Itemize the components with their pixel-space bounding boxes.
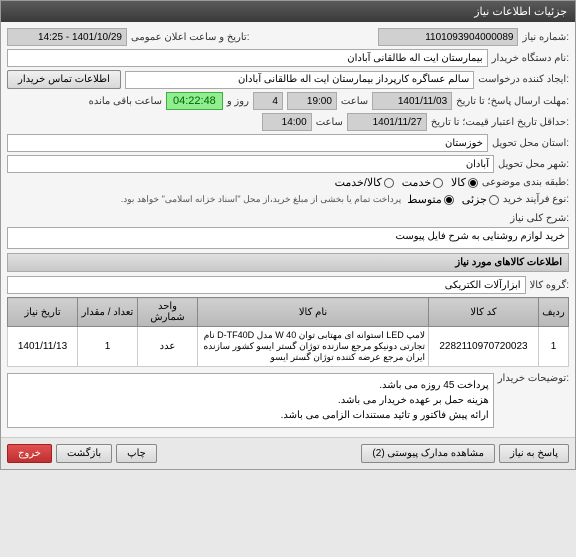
validity-time-label: ساعت xyxy=(316,117,343,128)
province-field: خوزستان xyxy=(7,134,488,152)
group-field: ابزارآلات الکتریکی xyxy=(7,276,526,294)
back-button[interactable]: بازگشت xyxy=(56,444,112,463)
content-area: :شماره نیاز 1101093904000089 :تاریخ و سا… xyxy=(1,22,575,437)
days-field: 4 xyxy=(253,92,283,110)
cell-name: لامپ LED استوانه ای مهتابی توان W 40 مدل… xyxy=(198,327,429,367)
footer-buttons: پاسخ به نیاز مشاهده مدارک پیوستی (2) چاپ… xyxy=(1,437,575,469)
remarks-box: پرداخت 45 روزه می باشد. هزینه حمل بر عهد… xyxy=(7,373,494,428)
deadline-label: :مهلت ارسال پاسخ؛ تا تاریخ xyxy=(456,96,569,107)
creator-field: سالم عساگره کارپرداز بیمارستان ایت اله ط… xyxy=(125,71,474,89)
radio-partial[interactable]: جزئی xyxy=(462,193,499,206)
process-label: :نوع فرآیند خرید xyxy=(503,194,569,205)
contact-button[interactable]: اطلاعات تماس خریدار xyxy=(7,70,121,89)
timer-label: ساعت باقی مانده xyxy=(89,96,162,107)
cell-unit: عدد xyxy=(138,327,198,367)
cell-date: 1401/11/13 xyxy=(8,327,78,367)
creator-label: :ایجاد کننده درخواست xyxy=(478,74,569,85)
cell-code: 2282110970720023 xyxy=(429,327,539,367)
city-label: :شهر محل تحویل xyxy=(498,159,569,170)
th-row: ردیف xyxy=(539,298,569,327)
buyer-org-label: :نام دستگاه خریدار xyxy=(492,53,569,64)
validity-time-field: 14:00 xyxy=(262,113,312,131)
announce-field: 1401/10/29 - 14:25 xyxy=(7,28,127,46)
th-code: کد کالا xyxy=(429,298,539,327)
radio-medium[interactable]: متوسط xyxy=(407,193,454,206)
city-field: آبادان xyxy=(7,155,494,173)
radio-goods[interactable]: کالا xyxy=(451,176,478,189)
table-row[interactable]: 1 2282110970720023 لامپ LED استوانه ای م… xyxy=(8,327,569,367)
radio-dot-icon xyxy=(433,178,443,188)
group-label: :گروه کالا xyxy=(530,280,569,291)
radio-dot-icon xyxy=(384,178,394,188)
print-button[interactable]: چاپ xyxy=(116,444,157,463)
remarks-line: هزینه حمل بر عهده خریدار می باشد. xyxy=(12,393,489,408)
announce-label: :تاریخ و ساعت اعلان عمومی xyxy=(131,32,250,43)
need-number-field: 1101093904000089 xyxy=(378,28,518,46)
remarks-line: پرداخت 45 روزه می باشد. xyxy=(12,378,489,393)
exit-button[interactable]: خروج xyxy=(7,444,52,463)
details-window: جزئیات اطلاعات نیاز :شماره نیاز 11010939… xyxy=(0,0,576,470)
cell-row: 1 xyxy=(539,327,569,367)
th-name: نام کالا xyxy=(198,298,429,327)
window-title: جزئیات اطلاعات نیاز xyxy=(1,1,575,22)
validity-date-field: 1401/11/27 xyxy=(347,113,427,131)
deadline-time-field: 19:00 xyxy=(287,92,337,110)
table-header-row: ردیف کد کالا نام کالا واحد شمارش تعداد /… xyxy=(8,298,569,327)
deadline-time-label: ساعت xyxy=(341,96,368,107)
th-qty: تعداد / مقدار xyxy=(78,298,138,327)
cell-qty: 1 xyxy=(78,327,138,367)
province-label: :استان محل تحویل xyxy=(492,138,569,149)
attachments-button[interactable]: مشاهده مدارک پیوستی (2) xyxy=(361,444,495,463)
process-radio-group: جزئی متوسط xyxy=(407,193,499,206)
buyer-org-field: بیمارستان ایت اله طالقانی آبادان xyxy=(7,49,488,67)
radio-goods-service[interactable]: کالا/خدمت xyxy=(335,176,394,189)
deadline-date-field: 1401/11/03 xyxy=(372,92,452,110)
radio-dot-icon xyxy=(468,178,478,188)
respond-button[interactable]: پاسخ به نیاز xyxy=(499,444,569,463)
radio-dot-icon xyxy=(489,195,499,205)
category-radio-group: کالا خدمت کالا/خدمت xyxy=(335,176,478,189)
th-unit: واحد شمارش xyxy=(138,298,198,327)
remarks-label: :توضیحات خریدار xyxy=(498,373,569,384)
th-date: تاریخ نیاز xyxy=(8,298,78,327)
validity-label: :حداقل تاریخ اعتبار قیمت؛ تا تاریخ xyxy=(431,117,569,128)
desc-label: :شرح کلی نیاز xyxy=(510,213,569,224)
goods-section-header: اطلاعات کالاهای مورد نیاز xyxy=(7,253,569,272)
days-label: روز و xyxy=(227,96,249,107)
category-label: :طبقه بندی موضوعی xyxy=(482,177,569,188)
countdown-timer: 04:22:48 xyxy=(166,92,223,110)
need-number-label: :شماره نیاز xyxy=(522,32,569,43)
process-note: پرداخت تمام یا بخشی از مبلغ خرید،از محل … xyxy=(119,192,403,207)
radio-service[interactable]: خدمت xyxy=(402,176,443,189)
remarks-line: ارائه پیش فاکتور و تائید مستندات الزامی … xyxy=(12,408,489,423)
goods-table: ردیف کد کالا نام کالا واحد شمارش تعداد /… xyxy=(7,297,569,367)
desc-textarea[interactable]: خرید لوازم روشنایی به شرح فایل پیوست xyxy=(7,227,569,249)
radio-dot-icon xyxy=(444,195,454,205)
